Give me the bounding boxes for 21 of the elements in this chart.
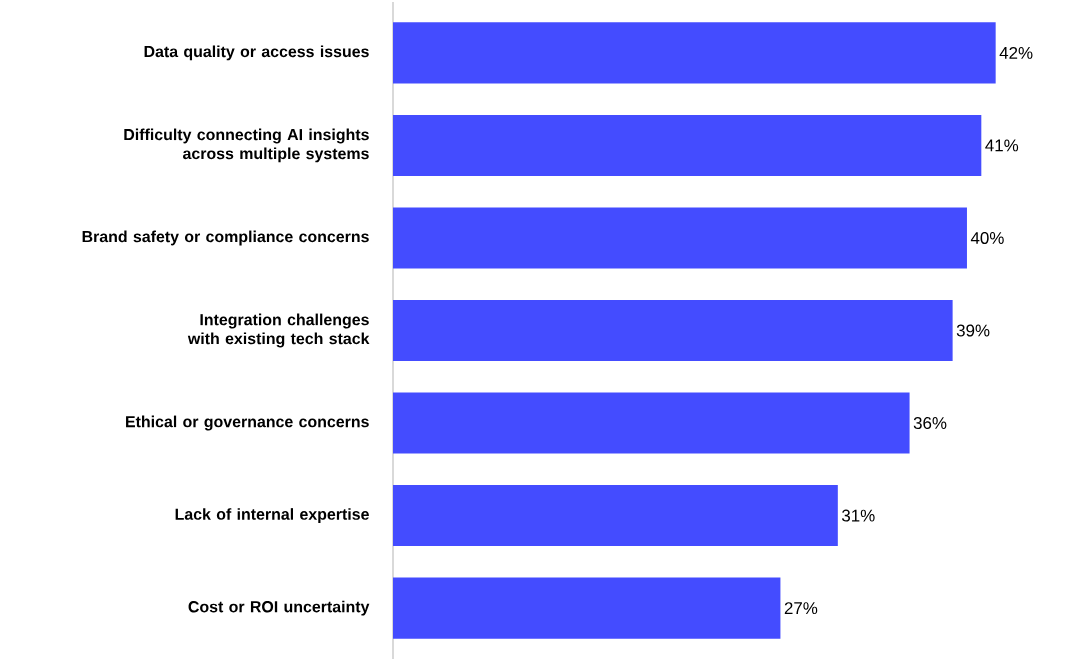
bar [393,207,967,269]
bar [393,392,910,454]
y-tick-label: Brand safety or compliance concerns [82,230,369,246]
bar [393,577,781,639]
y-tick-label: Data quality or access issues [144,45,369,61]
data-label: 41% [985,139,1019,152]
y-tick-label: Lack of internal expertise [175,508,369,524]
bar [393,485,838,547]
bar [393,22,996,84]
bar [393,114,982,176]
bar [393,299,953,362]
data-label: 27% [784,602,818,615]
y-tick-label: Ethical or governance concerns [126,415,369,431]
data-label: 42% [999,46,1033,59]
y-tick-label: Cost or ROI uncertainty [188,600,370,616]
data-label: 31% [841,509,875,522]
y-tick-label: Integration challenges with existing tech stack [187,313,370,348]
data-label: 40% [970,231,1004,244]
data-label: 39% [956,324,990,337]
y-tick-label: Difficulty connecting AI insights across multiple systems [124,128,369,163]
data-label: 36% [913,417,947,430]
